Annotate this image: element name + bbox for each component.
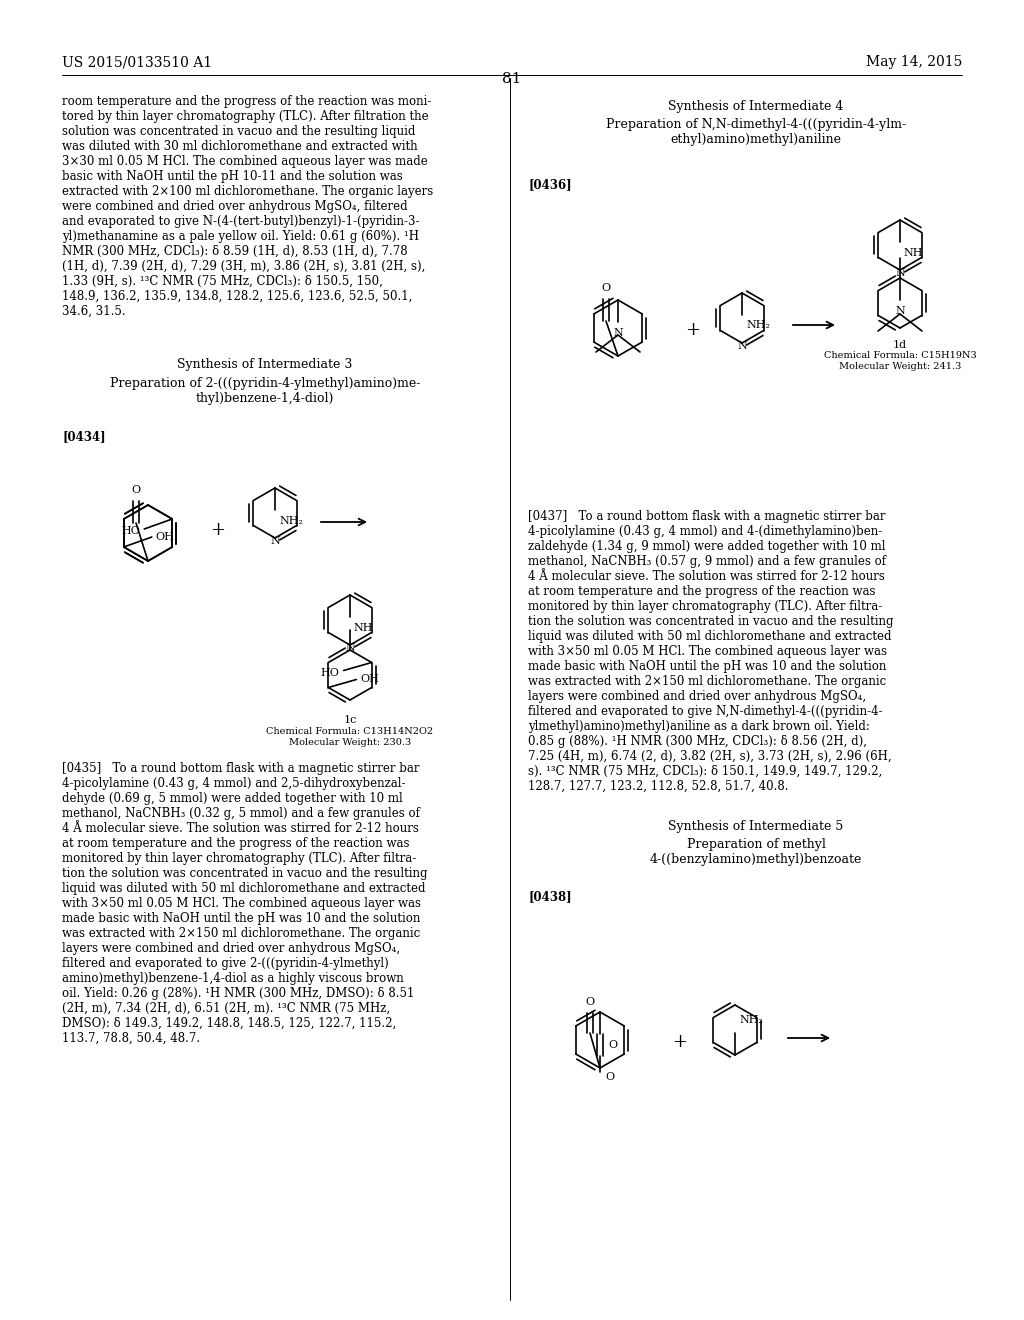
Text: O: O — [131, 484, 140, 495]
Text: N: N — [737, 341, 746, 351]
Text: NH₂: NH₂ — [739, 1015, 763, 1026]
Text: 1d: 1d — [893, 341, 907, 350]
Text: Preparation of N,N-dimethyl-4-(((pyridin-4-ylm-
ethyl)amino)methyl)aniline: Preparation of N,N-dimethyl-4-(((pyridin… — [606, 117, 906, 147]
Text: Synthesis of Intermediate 4: Synthesis of Intermediate 4 — [669, 100, 844, 114]
Text: HO: HO — [122, 525, 140, 536]
Text: NH: NH — [903, 248, 923, 257]
Text: [0437]   To a round bottom flask with a magnetic stirrer bar
4-picolylamine (0.4: [0437] To a round bottom flask with a ma… — [528, 510, 894, 793]
Text: Molecular Weight: 241.3: Molecular Weight: 241.3 — [839, 362, 962, 371]
Text: O: O — [586, 997, 595, 1007]
Text: N: N — [613, 327, 623, 338]
Text: Chemical Formula: C13H14N2O2: Chemical Formula: C13H14N2O2 — [266, 727, 433, 737]
Text: 81: 81 — [503, 73, 521, 86]
Text: [0438]: [0438] — [528, 890, 571, 903]
Text: Chemical Formula: C15H19N3: Chemical Formula: C15H19N3 — [823, 351, 976, 360]
Text: US 2015/0133510 A1: US 2015/0133510 A1 — [62, 55, 212, 69]
Text: NH₂: NH₂ — [279, 516, 303, 525]
Text: +: + — [211, 521, 225, 539]
Text: Preparation of 2-(((pyridin-4-ylmethyl)amino)me-
thyl)benzene-1,4-diol): Preparation of 2-(((pyridin-4-ylmethyl)a… — [110, 378, 420, 405]
Text: +: + — [673, 1034, 687, 1051]
Text: [0435]   To a round bottom flask with a magnetic stirrer bar
4-picolylamine (0.4: [0435] To a round bottom flask with a ma… — [62, 762, 427, 1045]
Text: +: + — [685, 321, 700, 339]
Text: Synthesis of Intermediate 3: Synthesis of Intermediate 3 — [177, 358, 352, 371]
Text: O: O — [608, 1040, 617, 1049]
Text: OH: OH — [360, 675, 379, 685]
Text: [0436]: [0436] — [528, 178, 571, 191]
Text: Molecular Weight: 230.3: Molecular Weight: 230.3 — [289, 738, 411, 747]
Text: HO: HO — [321, 668, 340, 677]
Text: [0434]: [0434] — [62, 430, 105, 444]
Text: N: N — [895, 306, 905, 315]
Text: 1c: 1c — [343, 715, 356, 725]
Text: Synthesis of Intermediate 5: Synthesis of Intermediate 5 — [669, 820, 844, 833]
Text: O: O — [601, 282, 610, 293]
Text: May 14, 2015: May 14, 2015 — [865, 55, 962, 69]
Text: Preparation of methyl
4-((benzylamino)methyl)benzoate: Preparation of methyl 4-((benzylamino)me… — [650, 838, 862, 866]
Text: N: N — [270, 536, 280, 546]
Text: room temperature and the progress of the reaction was moni-
tored by thin layer : room temperature and the progress of the… — [62, 95, 433, 318]
Text: O: O — [605, 1072, 614, 1082]
Text: N: N — [345, 643, 355, 653]
Text: NH: NH — [353, 623, 373, 634]
Text: N: N — [895, 268, 905, 279]
Text: NH₂: NH₂ — [746, 319, 770, 330]
Text: OH: OH — [156, 532, 175, 543]
